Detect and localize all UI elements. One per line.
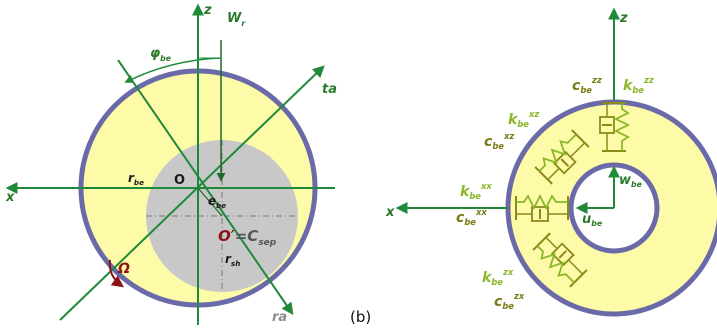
label-rotation: Ω [117,261,130,277]
label-k-xz: kbexz [508,109,539,129]
label-x-axis: x [5,190,15,205]
label-c-xz: cbexz [484,131,514,151]
panel-a: z x ta ra Wr φbe O rbe ebe rsh Ω O′=Csep [5,3,337,325]
label-ta-axis: ta [322,82,337,97]
label-c-zx: cbezx [494,291,525,311]
label-angle: φbe [150,46,171,63]
label-k-zx: kbezx [482,267,514,287]
angle-arc [124,57,222,83]
zx-spring-damper [532,232,588,288]
label-c-xx: cbexx [456,207,487,227]
label-r-be: rbe [128,171,144,187]
label-z-axis: z [203,3,212,18]
label-origin: O [174,173,185,188]
label-center: O′=Csep [218,227,277,248]
xz-spring-damper [534,129,590,185]
panel-b-label: (b) [350,308,371,326]
label-k-xx: kbexx [460,181,492,201]
zz-spring-damper [599,102,631,152]
xx-spring-damper [515,193,569,222]
ta-axis [59,65,325,321]
label-ra-axis: ra [272,310,287,325]
label-r-sh: rsh [225,252,240,268]
label-e-be: ebe [208,194,226,210]
ra-axis [117,59,294,315]
label-z-axis-b: z [619,11,628,26]
panel-b: z x wbe ube cbezz kbezz kbexz cbexz kbex… [350,7,717,326]
rotation-arrow [108,259,124,288]
label-u-be: ube [582,212,602,228]
label-load: Wr [227,11,246,28]
label-x-axis-b: x [385,205,395,220]
label-k-zz: kbezz [623,75,654,95]
label-c-zz: cbezz [572,75,602,95]
label-w-be: wbe [619,173,642,189]
eccentricity-line [197,187,223,217]
